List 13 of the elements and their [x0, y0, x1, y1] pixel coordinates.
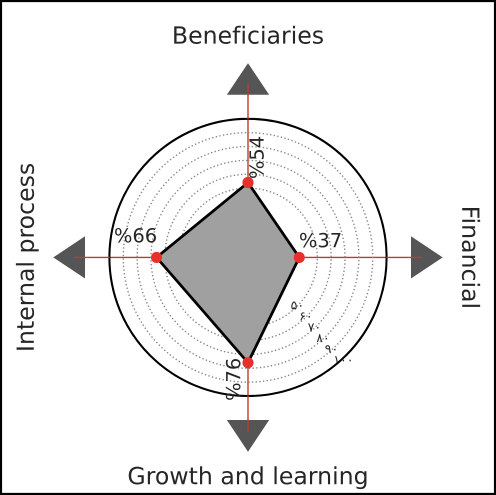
spoke-label: Beneficiaries — [174, 26, 323, 44]
spoke-label: Financial — [462, 208, 480, 307]
y-tick-label: ۸۰ — [316, 334, 328, 342]
y-tick-label: ۶۰ — [300, 312, 310, 320]
y-tick-label: ۹۰ — [325, 345, 336, 354]
y-tick-label: ۵۰ — [291, 301, 302, 310]
y-tick-label: ۷۰ — [308, 323, 318, 332]
data-label: %76 — [226, 358, 241, 400]
data-label: %54 — [249, 136, 264, 178]
spoke-label: Growth and learning — [128, 466, 366, 490]
spoke-label: Internal process — [16, 164, 39, 350]
data-label: %37 — [300, 232, 340, 248]
data-label: %66 — [115, 228, 156, 243]
